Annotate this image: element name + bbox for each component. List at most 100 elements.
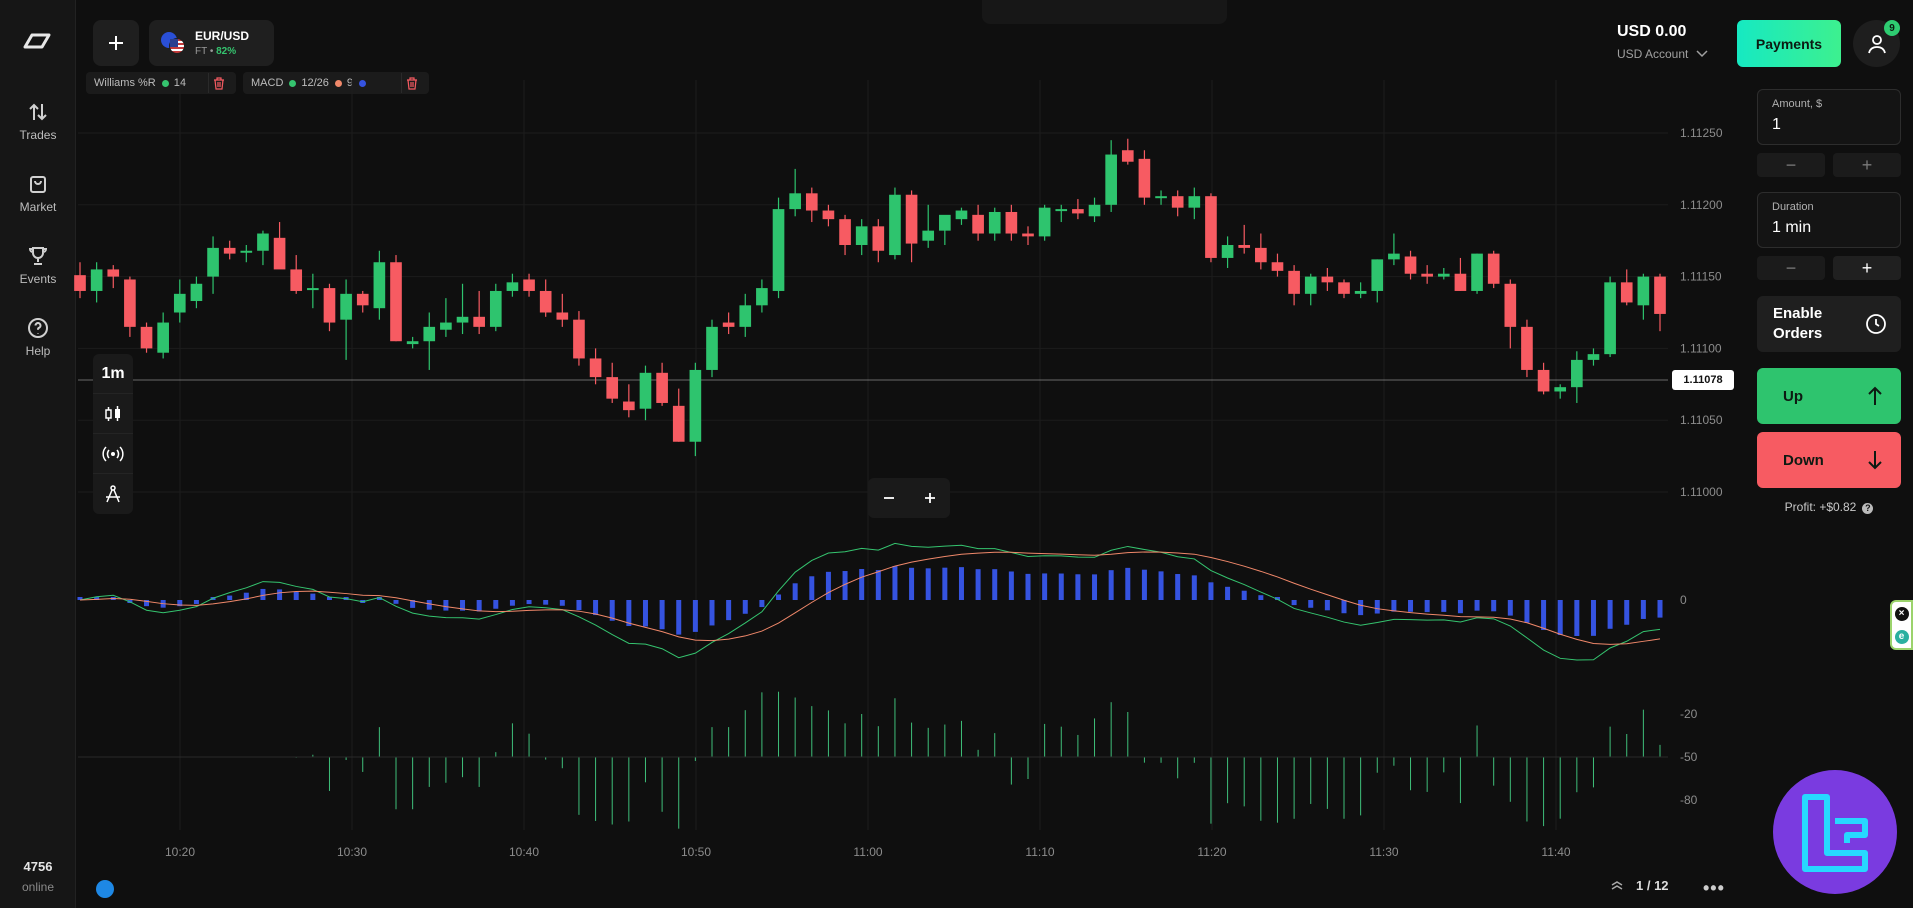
left-nav: Trades Market Events Help 4756 online	[0, 0, 76, 908]
candle-body	[1304, 276, 1317, 294]
wr-tick-label: -50	[1680, 750, 1698, 764]
up-button[interactable]: Up	[1757, 368, 1901, 424]
amount-increase-button[interactable]: +	[1833, 153, 1901, 177]
macd-histogram-bar	[443, 600, 449, 611]
candle-body	[1637, 276, 1650, 306]
candle-body	[1471, 253, 1483, 291]
nav-item-trades[interactable]: Trades	[0, 100, 76, 142]
candle-body	[240, 250, 253, 253]
duration-input[interactable]	[1772, 219, 1886, 237]
drawing-tools-button[interactable]	[93, 474, 133, 514]
candle-body	[689, 369, 702, 442]
macd-histogram-bar	[925, 568, 931, 600]
candle-body	[872, 226, 885, 251]
candle-body	[905, 194, 918, 244]
indicator-param: 9	[346, 77, 354, 89]
time-tick-label: 10:40	[509, 845, 539, 859]
account-balance: USD 0.00	[1617, 23, 1687, 40]
candle-body	[805, 193, 818, 211]
chat-icon[interactable]	[96, 880, 114, 898]
duration-label: Duration	[1772, 201, 1814, 213]
candle-body	[1454, 273, 1467, 291]
indicator-williams-r[interactable]: Williams %R 14	[86, 72, 236, 94]
candle-body	[1404, 256, 1417, 274]
close-icon[interactable]: ×	[1894, 606, 1909, 621]
indicator-color-dot	[359, 79, 367, 87]
chart-type-button[interactable]	[93, 394, 133, 434]
time-tick-label: 11:30	[1369, 845, 1398, 859]
indicator-color-dot	[334, 79, 342, 87]
zoom-in-button[interactable]	[909, 478, 950, 518]
indicator-macd[interactable]: MACD 12/26 9	[243, 72, 429, 94]
macd-histogram-bar	[460, 600, 466, 611]
macd-histogram-bar	[277, 589, 283, 600]
macd-histogram-bar	[177, 600, 183, 607]
more-options-icon[interactable]: •••	[1703, 878, 1725, 898]
time-tick-label: 10:30	[337, 845, 367, 859]
macd-histogram-bar	[1141, 569, 1147, 600]
price-tick-label: 1.11250	[1680, 126, 1723, 140]
nav-item-label: Trades	[19, 128, 57, 142]
zoom-out-button[interactable]	[868, 478, 909, 518]
asset-selector[interactable]: EUR/USD FT • 82%	[149, 20, 274, 66]
account-selector[interactable]: USD 0.00 USD Account	[1617, 23, 1708, 61]
duration-decrease-button[interactable]: −	[1757, 256, 1825, 280]
profile-button[interactable]: 9	[1853, 20, 1900, 67]
macd-histogram-bar	[576, 600, 582, 611]
macd-histogram-bar	[260, 588, 266, 600]
macd-histogram-bar	[958, 567, 964, 600]
chart-toolbar: 1m	[93, 354, 133, 514]
candle-body	[124, 279, 136, 327]
timeframe-button[interactable]: 1m	[93, 354, 133, 394]
candle-body	[672, 405, 685, 442]
asset-name: EUR/USD	[195, 29, 250, 43]
candle-body	[1255, 247, 1267, 263]
delete-indicator-button[interactable]	[401, 73, 421, 93]
amount-decrease-button[interactable]: −	[1757, 153, 1825, 177]
nav-item-help[interactable]: Help	[0, 316, 76, 358]
down-button[interactable]: Down	[1757, 432, 1901, 488]
candle-body	[1188, 196, 1201, 208]
wr-tick-label: -20	[1680, 707, 1698, 721]
macd-histogram-bar	[1225, 586, 1231, 600]
candle-body	[855, 226, 868, 246]
duration-increase-button[interactable]: +	[1833, 256, 1901, 280]
candle-body	[539, 290, 552, 313]
macd-histogram-bar	[1358, 600, 1364, 616]
candle-body	[1205, 196, 1217, 258]
time-tick-label: 11:00	[853, 845, 882, 859]
macd-histogram-bar	[792, 583, 798, 600]
macd-histogram-bar	[776, 594, 782, 600]
price-tick-label: 1.11050	[1680, 413, 1723, 427]
candle-body	[257, 233, 269, 251]
macd-histogram-bar	[293, 591, 299, 600]
macd-histogram-bar	[326, 597, 332, 600]
macd-histogram-bar	[110, 597, 116, 600]
trash-icon	[213, 76, 224, 90]
payments-button[interactable]: Payments	[1737, 20, 1841, 67]
price-tick-label: 1.11000	[1680, 485, 1723, 499]
nav-item-events[interactable]: Events	[0, 244, 76, 286]
enable-orders-button[interactable]: Enable Orders	[1757, 296, 1901, 352]
macd-histogram-bar	[1108, 570, 1114, 600]
time-tick-label: 10:20	[165, 845, 195, 859]
macd-histogram-bar	[1241, 590, 1247, 600]
delete-indicator-button[interactable]	[208, 73, 228, 93]
signals-button[interactable]	[93, 434, 133, 474]
macd-histogram-bar	[842, 571, 848, 600]
brand-logo-icon[interactable]	[20, 30, 54, 52]
help-icon[interactable]: ?	[1862, 503, 1874, 514]
candle-body	[1121, 150, 1134, 162]
nav-item-market[interactable]: Market	[0, 172, 76, 214]
macd-histogram-bar	[343, 597, 349, 600]
side-widget[interactable]: × e	[1890, 600, 1913, 650]
macd-histogram-bar	[909, 567, 915, 600]
amount-panel: Amount, $ − +	[1757, 89, 1901, 177]
amount-input[interactable]	[1772, 116, 1886, 134]
candle-body	[822, 210, 835, 220]
macd-histogram-bar	[1624, 600, 1630, 625]
pagination[interactable]: 1 / 12	[1610, 878, 1669, 893]
arrows-updown-icon	[29, 103, 47, 121]
add-chart-button[interactable]	[93, 20, 139, 66]
